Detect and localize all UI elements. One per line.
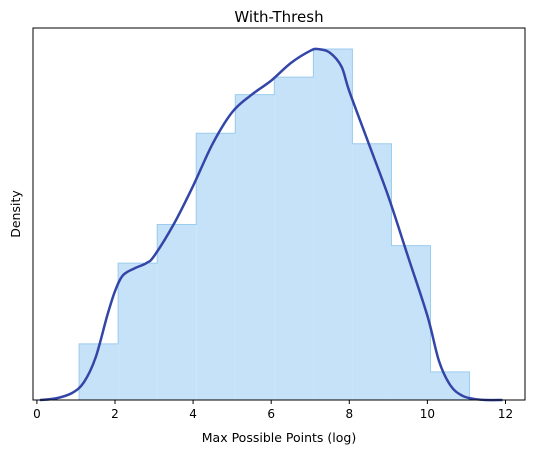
x-axis-label: Max Possible Points (log): [202, 430, 356, 445]
x-tick-label: 8: [345, 407, 353, 421]
x-tick-label: 0: [33, 407, 41, 421]
histogram-bar: [313, 49, 353, 400]
y-axis-label: Density: [8, 190, 23, 238]
chart-title: With-Thresh: [234, 8, 323, 26]
histogram-bar: [352, 143, 392, 400]
histogram-bar: [391, 245, 431, 400]
histogram-bar: [79, 343, 119, 400]
axes-frame: [32, 27, 526, 401]
histogram-bar: [235, 94, 275, 400]
x-tick-label: 10: [420, 407, 435, 421]
x-tick-label: 6: [267, 407, 275, 421]
x-tick-label: 12: [498, 407, 513, 421]
x-tick-label: 2: [111, 407, 119, 421]
histogram-bar: [157, 224, 197, 400]
histogram-bar: [274, 77, 314, 400]
histogram-bar: [118, 263, 158, 400]
histogram-outline: [78, 48, 471, 400]
kde-line: [39, 47, 503, 402]
x-tick-label: 4: [189, 407, 197, 421]
histogram-bar: [196, 133, 236, 400]
x-axis-ticks: 0 2 4 6 8 10 12: [33, 400, 513, 421]
plot-area: [39, 47, 503, 402]
